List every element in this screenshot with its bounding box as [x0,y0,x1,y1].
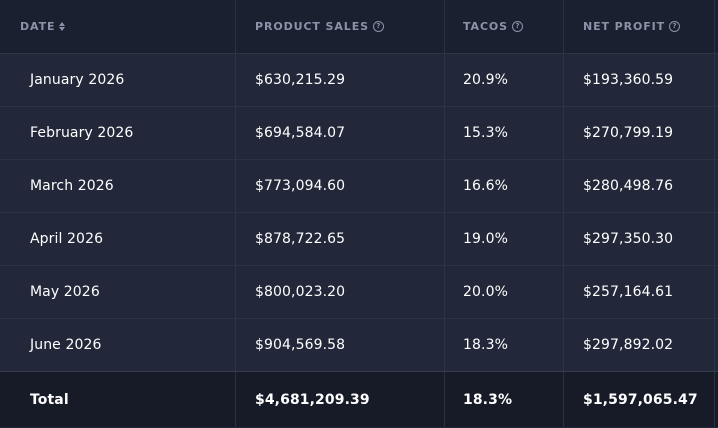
product-sales-header-label: PRODUCT SALES [255,20,369,33]
tacos-cell: 18.3% [445,319,564,371]
net-profit-cell: $193,360.59 [564,54,715,106]
date-cell: February 2026 [0,107,236,159]
tacos-cell: 16.6% [445,160,564,212]
table-row: June 2026 $904,569.58 18.3% $297,892.02 [0,319,718,372]
date-cell: June 2026 [0,319,236,371]
table-row: May 2026 $800,023.20 20.0% $257,164.61 [0,266,718,319]
tacos-cell: 19.0% [445,213,564,265]
product-sales-cell: $773,094.60 [236,160,445,212]
tacos-cell: 20.9% [445,54,564,106]
table-row: January 2026 $630,215.29 20.9% $193,360.… [0,54,718,107]
date-cell: April 2026 [0,213,236,265]
net-profit-cell: $297,892.02 [564,319,715,371]
table-row: April 2026 $878,722.65 19.0% $297,350.30 [0,213,718,266]
date-cell: March 2026 [0,160,236,212]
total-tacos: 18.3% [445,372,564,427]
date-header-label: DATE [20,20,56,33]
tacos-column-header: TACOS ? [445,0,564,53]
total-row: Total $4,681,209.39 18.3% $1,597,065.47 [0,372,718,427]
total-net-profit: $1,597,065.47 [564,372,715,427]
product-sales-column-header: PRODUCT SALES ? [236,0,445,53]
net-profit-cell: $280,498.76 [564,160,715,212]
table-row: March 2026 $773,094.60 16.6% $280,498.76 [0,160,718,213]
net-profit-cell: $257,164.61 [564,266,715,318]
sort-icon[interactable] [59,22,66,31]
date-cell: May 2026 [0,266,236,318]
total-product-sales: $4,681,209.39 [236,372,445,427]
date-column-header[interactable]: DATE [0,0,236,53]
help-icon[interactable]: ? [512,21,524,32]
table-row: February 2026 $694,584.07 15.3% $270,799… [0,107,718,160]
product-sales-cell: $800,023.20 [236,266,445,318]
product-sales-cell: $630,215.29 [236,54,445,106]
table-header: DATE PRODUCT SALES ? TACOS ? NET PROFIT … [0,0,718,54]
help-icon[interactable]: ? [372,21,384,32]
product-sales-cell: $694,584.07 [236,107,445,159]
net-profit-cell: $297,350.30 [564,213,715,265]
net-profit-header-label: NET PROFIT [583,20,666,33]
date-cell: January 2026 [0,54,236,106]
product-sales-cell: $878,722.65 [236,213,445,265]
help-icon[interactable]: ? [669,21,681,32]
tacos-header-label: TACOS [463,20,509,33]
tacos-cell: 20.0% [445,266,564,318]
net-profit-cell: $270,799.19 [564,107,715,159]
total-label: Total [0,372,236,427]
tacos-cell: 15.3% [445,107,564,159]
net-profit-column-header: NET PROFIT ? [564,0,715,53]
product-sales-cell: $904,569.58 [236,319,445,371]
